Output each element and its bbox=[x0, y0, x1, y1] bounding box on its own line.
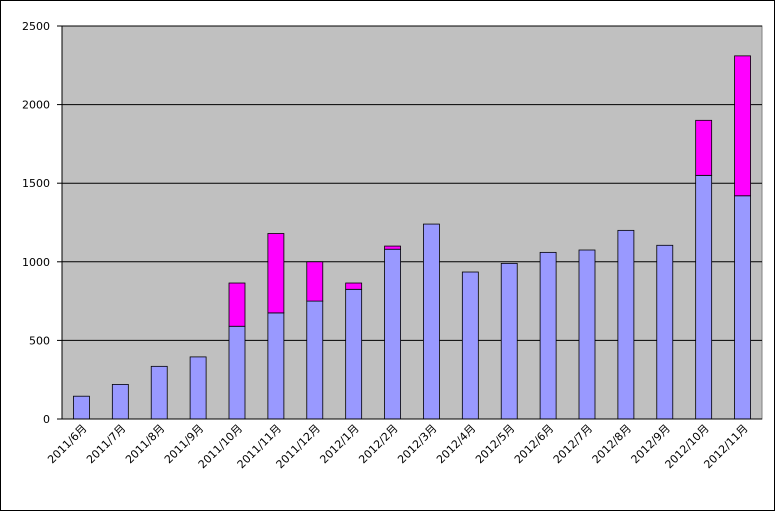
y-tick-label: 1000 bbox=[22, 256, 50, 269]
bar-segment bbox=[267, 233, 285, 314]
bar-segment bbox=[189, 356, 207, 420]
y-tick-label: 500 bbox=[29, 334, 50, 347]
bar-segment bbox=[306, 261, 324, 302]
bar-segment bbox=[578, 249, 596, 420]
bar-segment bbox=[306, 300, 324, 420]
bar-segment bbox=[345, 288, 363, 420]
bar-segment bbox=[228, 282, 246, 327]
bar-segment bbox=[384, 245, 401, 250]
bar-segment bbox=[423, 223, 440, 420]
y-tick-label: 1500 bbox=[22, 177, 50, 190]
y-tick-label: 2500 bbox=[22, 20, 50, 33]
bar-segment bbox=[461, 271, 479, 420]
bar-segment bbox=[617, 229, 635, 420]
bar-segment bbox=[695, 174, 713, 420]
bar-segment bbox=[150, 365, 168, 420]
plot-area bbox=[61, 25, 763, 420]
bar-segment bbox=[656, 244, 674, 420]
bar-segment bbox=[734, 195, 751, 420]
bar-segment bbox=[695, 119, 713, 176]
bar-segment bbox=[500, 262, 518, 420]
bar-segment bbox=[345, 282, 363, 290]
y-tick-label: 2000 bbox=[22, 99, 50, 112]
bar-segment bbox=[111, 384, 129, 420]
bar-segment bbox=[734, 55, 751, 197]
bar-segment bbox=[228, 325, 246, 420]
bar-segment bbox=[73, 395, 90, 420]
y-tick-label: 0 bbox=[43, 413, 50, 426]
bar-segment bbox=[267, 312, 285, 420]
bar-segment bbox=[539, 251, 557, 420]
bar-segment bbox=[384, 248, 401, 420]
